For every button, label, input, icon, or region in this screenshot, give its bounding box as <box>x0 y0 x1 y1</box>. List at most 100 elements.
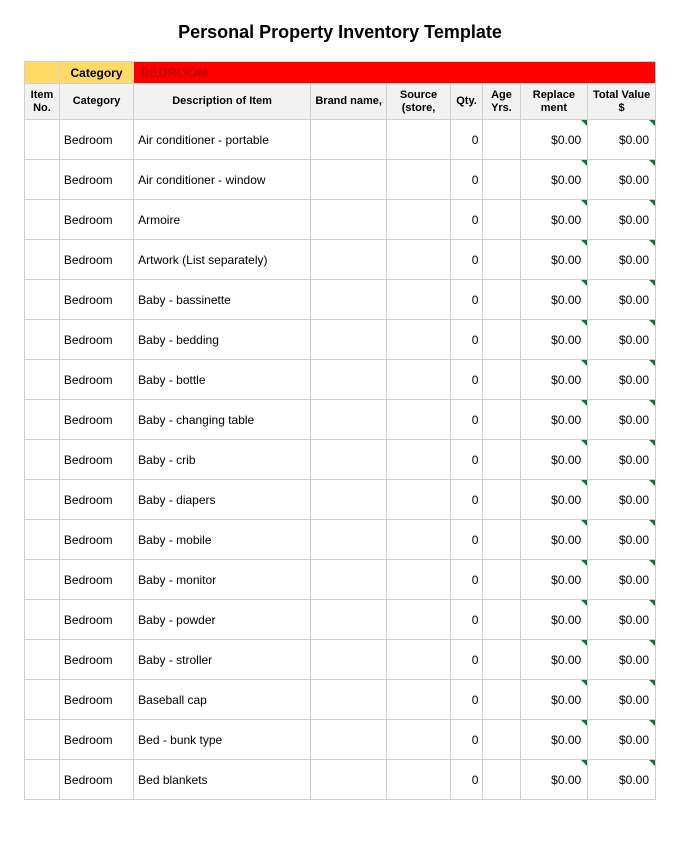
cell-age[interactable] <box>483 320 520 360</box>
cell-age[interactable] <box>483 280 520 320</box>
cell-replacement[interactable]: $0.00 <box>520 200 588 240</box>
table-row[interactable]: BedroomBaby - changing table0$0.00$0.00 <box>25 400 656 440</box>
cell-qty[interactable]: 0 <box>450 640 483 680</box>
cell-source[interactable] <box>387 720 450 760</box>
table-row[interactable]: BedroomBaby - powder0$0.00$0.00 <box>25 600 656 640</box>
cell-brand[interactable] <box>310 400 386 440</box>
cell-replacement[interactable]: $0.00 <box>520 280 588 320</box>
cell-source[interactable] <box>387 400 450 440</box>
cell-category[interactable]: Bedroom <box>59 640 133 680</box>
cell-total[interactable]: $0.00 <box>588 320 656 360</box>
table-row[interactable]: BedroomBaby - monitor0$0.00$0.00 <box>25 560 656 600</box>
cell-total[interactable]: $0.00 <box>588 360 656 400</box>
cell-total[interactable]: $0.00 <box>588 240 656 280</box>
cell-qty[interactable]: 0 <box>450 440 483 480</box>
cell-description[interactable]: Bed - bunk type <box>134 720 311 760</box>
cell-category[interactable]: Bedroom <box>59 600 133 640</box>
cell-category[interactable]: Bedroom <box>59 520 133 560</box>
cell-brand[interactable] <box>310 360 386 400</box>
cell-brand[interactable] <box>310 520 386 560</box>
table-row[interactable]: BedroomBed blankets0$0.00$0.00 <box>25 760 656 800</box>
table-row[interactable]: BedroomBaby - diapers0$0.00$0.00 <box>25 480 656 520</box>
cell-brand[interactable] <box>310 480 386 520</box>
cell-brand[interactable] <box>310 280 386 320</box>
table-row[interactable]: BedroomBaby - bedding0$0.00$0.00 <box>25 320 656 360</box>
cell-brand[interactable] <box>310 640 386 680</box>
cell-replacement[interactable]: $0.00 <box>520 320 588 360</box>
cell-qty[interactable]: 0 <box>450 240 483 280</box>
cell-total[interactable]: $0.00 <box>588 200 656 240</box>
cell-age[interactable] <box>483 440 520 480</box>
cell-category[interactable]: Bedroom <box>59 560 133 600</box>
cell-total[interactable]: $0.00 <box>588 520 656 560</box>
cell-itemno[interactable] <box>25 160 60 200</box>
cell-brand[interactable] <box>310 600 386 640</box>
cell-qty[interactable]: 0 <box>450 120 483 160</box>
cell-age[interactable] <box>483 160 520 200</box>
cell-replacement[interactable]: $0.00 <box>520 440 588 480</box>
cell-source[interactable] <box>387 760 450 800</box>
cell-category[interactable]: Bedroom <box>59 760 133 800</box>
cell-source[interactable] <box>387 440 450 480</box>
cell-category[interactable]: Bedroom <box>59 160 133 200</box>
table-row[interactable]: BedroomBaby - crib0$0.00$0.00 <box>25 440 656 480</box>
table-row[interactable]: BedroomAir conditioner - portable0$0.00$… <box>25 120 656 160</box>
cell-source[interactable] <box>387 200 450 240</box>
cell-qty[interactable]: 0 <box>450 200 483 240</box>
cell-total[interactable]: $0.00 <box>588 600 656 640</box>
cell-age[interactable] <box>483 200 520 240</box>
cell-age[interactable] <box>483 680 520 720</box>
cell-description[interactable]: Baby - stroller <box>134 640 311 680</box>
cell-category[interactable]: Bedroom <box>59 280 133 320</box>
cell-category[interactable]: Bedroom <box>59 200 133 240</box>
cell-replacement[interactable]: $0.00 <box>520 360 588 400</box>
cell-description[interactable]: Bed blankets <box>134 760 311 800</box>
cell-brand[interactable] <box>310 200 386 240</box>
cell-source[interactable] <box>387 640 450 680</box>
cell-age[interactable] <box>483 560 520 600</box>
cell-description[interactable]: Baby - bottle <box>134 360 311 400</box>
cell-brand[interactable] <box>310 440 386 480</box>
cell-brand[interactable] <box>310 720 386 760</box>
cell-itemno[interactable] <box>25 600 60 640</box>
cell-total[interactable]: $0.00 <box>588 680 656 720</box>
cell-category[interactable]: Bedroom <box>59 400 133 440</box>
table-row[interactable]: BedroomAir conditioner - window0$0.00$0.… <box>25 160 656 200</box>
cell-category[interactable]: Bedroom <box>59 440 133 480</box>
table-row[interactable]: BedroomBed - bunk type0$0.00$0.00 <box>25 720 656 760</box>
cell-source[interactable] <box>387 160 450 200</box>
cell-total[interactable]: $0.00 <box>588 120 656 160</box>
cell-itemno[interactable] <box>25 360 60 400</box>
cell-replacement[interactable]: $0.00 <box>520 240 588 280</box>
cell-itemno[interactable] <box>25 720 60 760</box>
cell-itemno[interactable] <box>25 240 60 280</box>
cell-itemno[interactable] <box>25 280 60 320</box>
cell-age[interactable] <box>483 520 520 560</box>
cell-brand[interactable] <box>310 160 386 200</box>
cell-brand[interactable] <box>310 320 386 360</box>
cell-age[interactable] <box>483 720 520 760</box>
cell-replacement[interactable]: $0.00 <box>520 120 588 160</box>
cell-brand[interactable] <box>310 240 386 280</box>
cell-total[interactable]: $0.00 <box>588 280 656 320</box>
cell-category[interactable]: Bedroom <box>59 240 133 280</box>
cell-description[interactable]: Armoire <box>134 200 311 240</box>
cell-qty[interactable]: 0 <box>450 400 483 440</box>
cell-description[interactable]: Baby - crib <box>134 440 311 480</box>
cell-age[interactable] <box>483 640 520 680</box>
cell-source[interactable] <box>387 280 450 320</box>
cell-source[interactable] <box>387 120 450 160</box>
cell-age[interactable] <box>483 760 520 800</box>
cell-itemno[interactable] <box>25 520 60 560</box>
cell-age[interactable] <box>483 360 520 400</box>
cell-qty[interactable]: 0 <box>450 680 483 720</box>
cell-description[interactable]: Baby - monitor <box>134 560 311 600</box>
cell-description[interactable]: Air conditioner - portable <box>134 120 311 160</box>
cell-total[interactable]: $0.00 <box>588 400 656 440</box>
cell-brand[interactable] <box>310 680 386 720</box>
cell-source[interactable] <box>387 520 450 560</box>
cell-qty[interactable]: 0 <box>450 280 483 320</box>
cell-brand[interactable] <box>310 560 386 600</box>
cell-description[interactable]: Baby - diapers <box>134 480 311 520</box>
cell-description[interactable]: Baby - bassinette <box>134 280 311 320</box>
